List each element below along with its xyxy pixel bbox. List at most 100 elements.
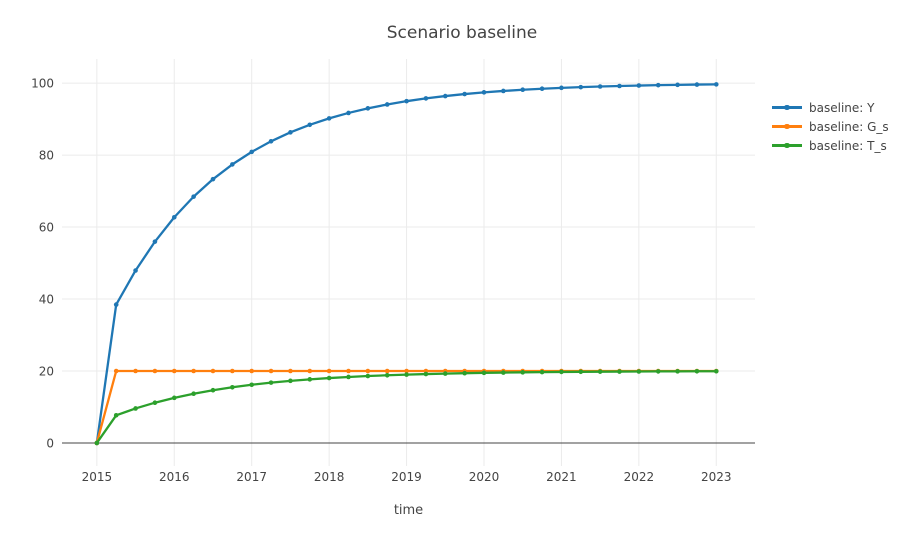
series-marker	[288, 368, 293, 374]
series-marker	[307, 368, 313, 374]
series-marker	[210, 368, 216, 374]
series-marker	[307, 377, 313, 382]
series-marker	[636, 83, 642, 88]
series-marker	[152, 400, 158, 406]
series-marker	[520, 370, 526, 375]
series-marker	[288, 130, 293, 135]
series-marker	[152, 239, 158, 244]
series-marker	[307, 122, 313, 128]
series-marker	[462, 91, 467, 97]
legend-line-swatch	[772, 104, 802, 111]
series-marker	[326, 368, 332, 374]
y-tick-label: 100	[31, 77, 54, 91]
legend-line-swatch	[772, 142, 802, 149]
y-tick-label: 40	[39, 293, 54, 307]
series-marker	[249, 149, 255, 155]
series-marker	[346, 374, 351, 380]
series-marker	[365, 368, 371, 374]
series-marker	[384, 372, 390, 378]
series-marker	[191, 194, 196, 199]
series-marker	[578, 369, 584, 375]
series-marker	[113, 302, 119, 307]
legend: baseline: Y baseline: G_s baseline: T_s	[772, 98, 889, 155]
series-marker	[152, 368, 158, 374]
series-marker	[113, 368, 119, 374]
series-marker	[442, 93, 448, 99]
legend-marker-dot	[784, 104, 790, 111]
series-marker	[559, 85, 564, 91]
legend-label: baseline: G_s	[809, 119, 889, 134]
y-tick-label: 80	[39, 149, 54, 163]
series-marker	[133, 368, 138, 374]
series-marker	[675, 82, 680, 88]
series-marker	[423, 371, 429, 377]
series-marker	[636, 369, 642, 374]
x-tick-label: 2023	[701, 470, 732, 484]
series-marker	[113, 412, 119, 418]
series-marker	[365, 106, 371, 111]
series-marker	[268, 368, 274, 374]
series-marker	[597, 84, 603, 89]
legend-label: baseline: T_s	[809, 138, 887, 153]
series-marker	[171, 368, 177, 374]
y-tick-label: 60	[39, 221, 54, 235]
x-tick-label: 2021	[546, 470, 577, 484]
series-marker	[423, 96, 429, 101]
y-tick-label: 0	[46, 436, 54, 450]
series-marker	[133, 406, 138, 411]
series-marker	[462, 370, 467, 376]
x-tick-label: 2018	[314, 470, 345, 484]
series-marker	[481, 90, 487, 95]
x-axis-title: time	[393, 503, 424, 518]
series-marker	[365, 373, 371, 379]
series-marker	[230, 384, 235, 390]
x-tick-label: 2020	[469, 470, 500, 484]
series-marker	[171, 395, 177, 401]
series-marker	[230, 162, 235, 167]
series-marker	[559, 369, 564, 375]
legend-item-baseline-y[interactable]: baseline: Y	[772, 98, 889, 117]
legend-item-baseline-t-s[interactable]: baseline: T_s	[772, 136, 889, 155]
series-marker	[268, 138, 274, 144]
y-tick-label: 20	[39, 364, 54, 378]
legend-marker-dot	[784, 142, 790, 149]
series-marker	[539, 369, 545, 375]
series-marker	[404, 98, 409, 104]
series-marker	[694, 82, 700, 87]
x-tick-label: 2019	[391, 470, 422, 484]
series-marker	[94, 440, 100, 446]
legend-label: baseline: Y	[809, 100, 875, 115]
series-marker	[230, 368, 235, 374]
series-marker	[171, 214, 177, 220]
series-marker	[501, 370, 506, 375]
series-marker	[520, 87, 526, 93]
series-marker	[597, 369, 603, 374]
legend-item-baseline-g-s[interactable]: baseline: G_s	[772, 117, 889, 136]
series-marker	[268, 380, 274, 385]
series-marker	[655, 82, 661, 88]
series-marker	[442, 371, 448, 376]
x-tick-label: 2017	[236, 470, 267, 484]
series-marker	[384, 368, 390, 374]
series-marker	[249, 382, 255, 388]
series-marker	[675, 369, 680, 374]
series-marker	[539, 86, 545, 92]
series-marker	[384, 102, 390, 107]
series-marker	[713, 82, 719, 87]
x-tick-label: 2015	[82, 470, 113, 484]
series-marker	[191, 391, 196, 397]
series-marker	[288, 378, 293, 384]
legend-line-swatch	[772, 123, 802, 130]
series-marker	[249, 368, 255, 374]
series-marker	[404, 368, 409, 374]
x-tick-label: 2016	[159, 470, 190, 484]
series-marker	[326, 375, 332, 381]
series-marker	[346, 368, 351, 374]
series-marker	[210, 387, 216, 393]
series-marker	[694, 368, 700, 374]
series-marker	[191, 368, 196, 374]
series-marker	[655, 369, 661, 374]
series-marker	[133, 268, 138, 273]
